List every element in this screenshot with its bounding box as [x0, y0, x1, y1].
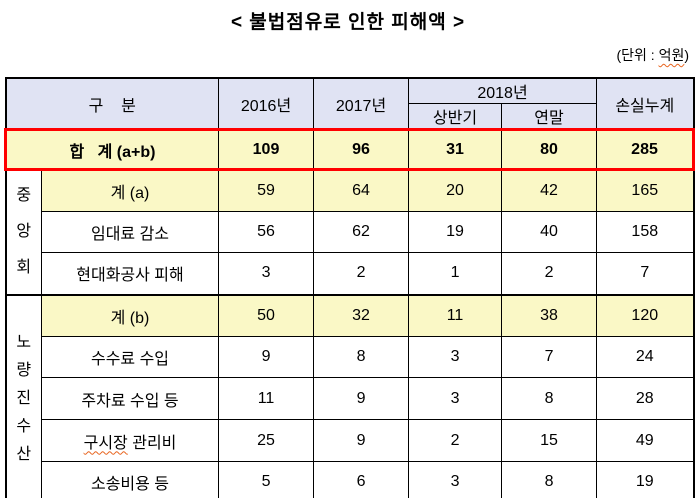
value-cell: 3 [408, 336, 503, 378]
header-2016: 2016년 [218, 77, 315, 130]
value-cell: 32 [313, 293, 410, 337]
table-header-row-2: 상반기 연말 [6, 103, 694, 130]
value-cell: 11 [218, 377, 315, 420]
value-cell: 109 [218, 128, 315, 171]
table-header-row-1: 구 분 2016년 2017년 2018년 손실누계 [4, 77, 695, 130]
value-cell: 50 [218, 293, 315, 337]
value-cell: 2 [501, 252, 598, 295]
total-row: 합 계 (a+b) 109 96 31 80 285 [3, 128, 696, 171]
row-label-cell: 계 (b) [40, 293, 220, 337]
value-cell: 19 [408, 211, 503, 253]
value-cell: 285 [596, 128, 696, 171]
table-row: 중 앙 회 계 (a) 59 64 20 42 165 [5, 169, 695, 295]
value-cell: 5 [218, 461, 315, 498]
value-cell: 3 [408, 461, 503, 498]
table-row: 현대화공사 피해 3 2 1 2 7 [6, 252, 695, 295]
unit-word-spellcheck: 억원 [658, 47, 685, 63]
header-2018-yearend: 연말 [501, 103, 598, 130]
value-cell: 28 [596, 377, 695, 420]
row-label-cell: 현대화공사 피해 [40, 252, 220, 295]
group-label-noryangjin: 노 량 진 수 산 [5, 293, 42, 498]
group-label-junganghoe: 중 앙 회 [5, 169, 42, 295]
value-cell: 9 [313, 419, 410, 462]
value-cell: 2 [408, 419, 503, 462]
header-gubun: 구 분 [4, 77, 220, 130]
value-cell: 62 [313, 211, 410, 253]
value-cell: 8 [313, 336, 410, 378]
table-row: 수수료 수입 9 8 3 7 24 [6, 336, 695, 378]
unit-suffix: ) [684, 47, 689, 63]
value-cell: 120 [596, 293, 695, 337]
value-cell: 64 [313, 169, 410, 212]
unit-label: (단위 : 억원) [616, 45, 689, 65]
value-cell: 24 [596, 336, 695, 378]
value-cell: 6 [313, 461, 410, 498]
row-label-cell: 계 (a) [40, 169, 220, 212]
row-label-cell: 구시장 관리비 [40, 419, 220, 462]
value-cell: 7 [596, 252, 695, 295]
value-cell: 9 [313, 377, 410, 420]
value-cell: 15 [501, 419, 598, 462]
value-cell: 31 [408, 128, 503, 171]
page-title: < 불법점유로 인한 피해액 > [230, 12, 466, 33]
table-row: 주차료 수입 등 11 9 3 8 28 [6, 377, 695, 420]
value-cell: 56 [218, 211, 315, 253]
value-cell: 49 [596, 419, 695, 462]
value-cell: 11 [408, 293, 503, 337]
value-cell: 8 [501, 377, 598, 420]
row-label-spellcheck: 구시장 [83, 434, 128, 452]
value-cell: 80 [501, 128, 598, 171]
value-cell: 158 [596, 211, 695, 253]
value-cell: 165 [596, 169, 695, 212]
value-cell: 40 [501, 211, 598, 253]
table-row: 소송비용 등 5 6 3 8 19 [6, 461, 695, 498]
row-label-cell: 주차료 수입 등 [40, 377, 220, 420]
header-2018: 2018년 [408, 77, 598, 104]
total-row-label: 합 계 (a+b) [3, 128, 220, 171]
unit-prefix: (단위 : [616, 47, 659, 63]
table-row: 임대료 감소 56 62 19 40 158 [6, 211, 695, 253]
row-label-rest: 관리비 [127, 434, 177, 452]
value-cell: 25 [218, 419, 315, 462]
table-row: 구시장 관리비 25 9 2 15 49 [6, 419, 695, 462]
damage-table: 구 분 2016년 2017년 2018년 손실누계 상반기 연말 합 계 (a… [3, 77, 696, 498]
value-cell: 9 [218, 336, 315, 378]
table-row: 노 량 진 수 산 계 (b) 50 32 11 38 120 [5, 293, 695, 498]
header-2017: 2017년 [313, 77, 410, 130]
value-cell: 19 [596, 461, 695, 498]
row-label-cell: 소송비용 등 [40, 461, 220, 498]
row-label-cell: 수수료 수입 [40, 336, 220, 378]
header-loss-total: 손실누계 [596, 77, 695, 130]
value-cell: 7 [501, 336, 598, 378]
value-cell: 96 [313, 128, 410, 171]
value-cell: 3 [408, 377, 503, 420]
value-cell: 20 [408, 169, 503, 212]
value-cell: 1 [408, 252, 503, 295]
value-cell: 8 [501, 461, 598, 498]
value-cell: 42 [501, 169, 598, 212]
value-cell: 3 [218, 252, 315, 295]
value-cell: 2 [313, 252, 410, 295]
value-cell: 38 [501, 293, 598, 337]
value-cell: 59 [218, 169, 315, 212]
header-2018-h1: 상반기 [408, 103, 503, 130]
row-label-cell: 임대료 감소 [40, 211, 220, 253]
